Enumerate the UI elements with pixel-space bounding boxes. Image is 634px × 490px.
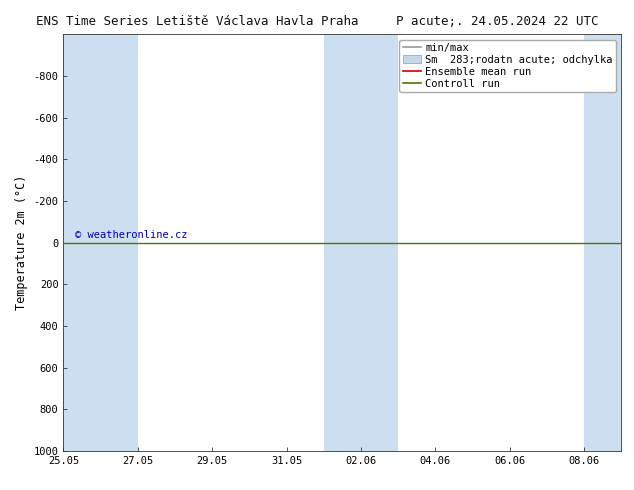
- Text: ENS Time Series Letiště Václava Havla Praha     P acute;. 24.05.2024 22 UTC: ENS Time Series Letiště Václava Havla Pr…: [36, 15, 598, 28]
- Y-axis label: Temperature 2m (°C): Temperature 2m (°C): [15, 175, 28, 310]
- Bar: [584, 34, 621, 451]
- Legend: min/max, Sm  283;rodatn acute; odchylka, Ensemble mean run, Controll run: min/max, Sm 283;rodatn acute; odchylka, …: [399, 40, 616, 92]
- Bar: [63, 34, 138, 451]
- Text: © weatheronline.cz: © weatheronline.cz: [75, 230, 187, 241]
- Bar: [324, 34, 398, 451]
